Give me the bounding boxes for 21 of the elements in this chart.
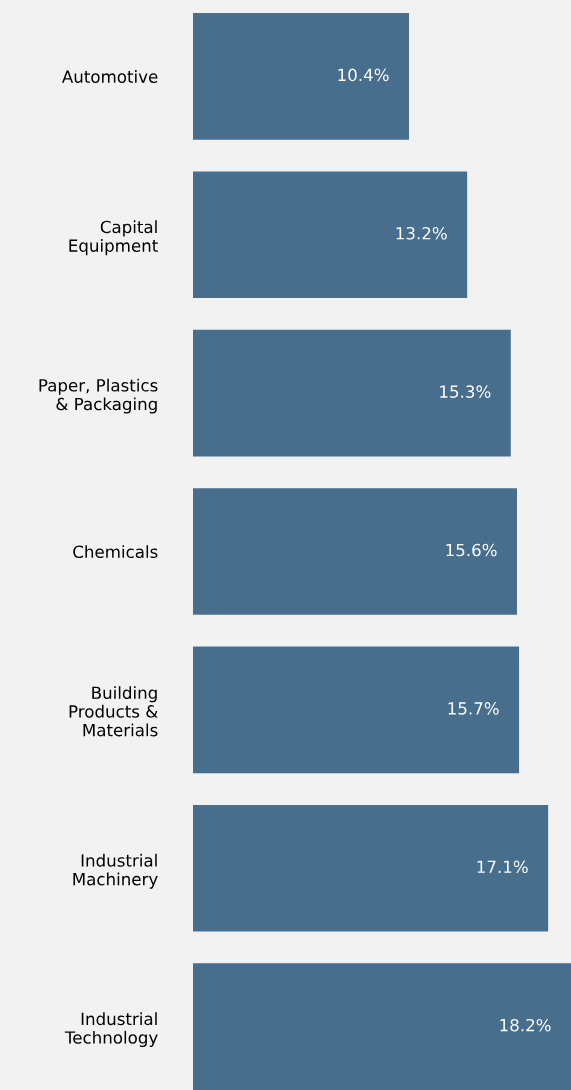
y-tick-label: Capital Equipment bbox=[69, 220, 158, 256]
y-tick-label: Industrial Technology bbox=[64, 1012, 158, 1048]
data-label: 10.4% bbox=[338, 68, 389, 82]
bar bbox=[193, 646, 520, 774]
bar bbox=[193, 963, 571, 1090]
data-label: 13.2% bbox=[396, 226, 447, 240]
y-tick-label: Chemicals bbox=[73, 545, 158, 559]
bar bbox=[193, 329, 511, 457]
data-label: 15.3% bbox=[440, 385, 491, 398]
bar bbox=[193, 13, 409, 140]
y-tick-label: Paper, Plastics & Packaging bbox=[39, 378, 158, 414]
y-tick-label: Automotive bbox=[62, 70, 158, 83]
bar bbox=[193, 171, 468, 299]
data-label: 18.2% bbox=[500, 1018, 551, 1032]
y-tick-label: Industrial Machinery bbox=[73, 853, 158, 889]
data-label: 15.6% bbox=[446, 543, 497, 557]
data-label: 17.1% bbox=[477, 860, 528, 874]
bar bbox=[193, 488, 517, 615]
y-tick-label: Building Products & Materials bbox=[69, 686, 158, 737]
data-label: 15.7% bbox=[448, 702, 499, 715]
bar bbox=[193, 804, 549, 932]
